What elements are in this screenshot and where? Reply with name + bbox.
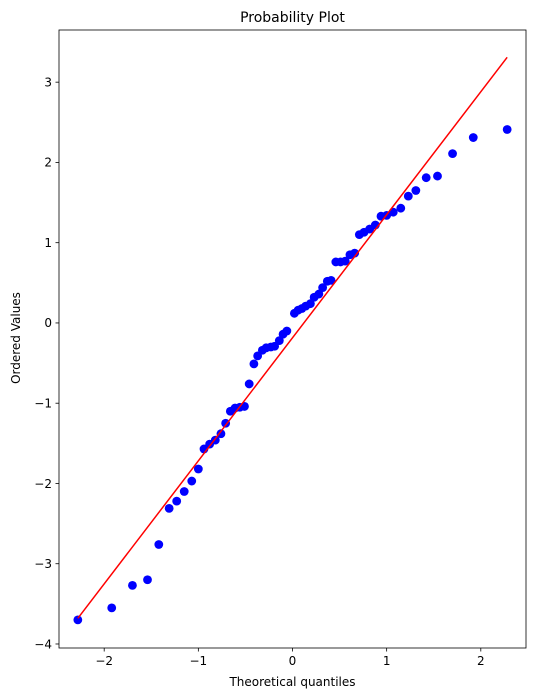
data-point [143, 575, 152, 585]
data-point [340, 256, 350, 266]
data-point [187, 476, 197, 486]
x-tick-label: −1 [189, 654, 207, 668]
data-point [305, 299, 315, 309]
data-point [314, 289, 324, 299]
data-point [350, 248, 360, 258]
y-tick-label: −1 [34, 397, 52, 411]
data-point [448, 149, 457, 159]
data-point [244, 379, 254, 389]
data-point [193, 464, 203, 474]
data-point [502, 125, 512, 134]
y-tick-label: −2 [34, 477, 52, 491]
data-point [249, 359, 259, 369]
y-tick-label: 0 [44, 316, 52, 330]
data-point [172, 496, 182, 506]
y-tick-label: 2 [44, 156, 52, 170]
data-point [318, 283, 328, 293]
data-point [433, 171, 442, 181]
x-tick-label: 1 [383, 654, 391, 668]
data-point [274, 336, 284, 346]
data-point [282, 326, 292, 336]
fit-line [77, 56, 508, 619]
x-tick-label: 2 [477, 654, 485, 668]
y-tick-label: −3 [34, 557, 52, 571]
y-tick-label: −4 [34, 637, 52, 651]
y-tick-label: 1 [44, 236, 52, 250]
data-point [421, 173, 431, 183]
data-point [128, 580, 137, 590]
data-point [179, 487, 189, 496]
data-point [468, 133, 478, 142]
x-axis-label: Theoretical quantiles [228, 675, 355, 689]
x-tick-label: −2 [95, 654, 113, 668]
data-point [403, 191, 413, 201]
data-point [216, 429, 226, 439]
data-point [73, 615, 83, 625]
x-tick-label: 0 [289, 654, 297, 668]
y-tick-label: 3 [44, 75, 52, 89]
y-axis-label: Ordered Values [9, 292, 23, 384]
data-point [411, 186, 421, 195]
data-point [164, 503, 174, 513]
plot-area [73, 56, 512, 625]
data-point [154, 540, 164, 549]
axes: −2 −1 0 1 2 −4 −3 −2 −1 0 1 2 3 [34, 29, 527, 668]
chart-title: Probability Plot [240, 10, 345, 26]
data-point [396, 203, 406, 213]
data-point [107, 603, 117, 613]
data-point [326, 276, 336, 285]
